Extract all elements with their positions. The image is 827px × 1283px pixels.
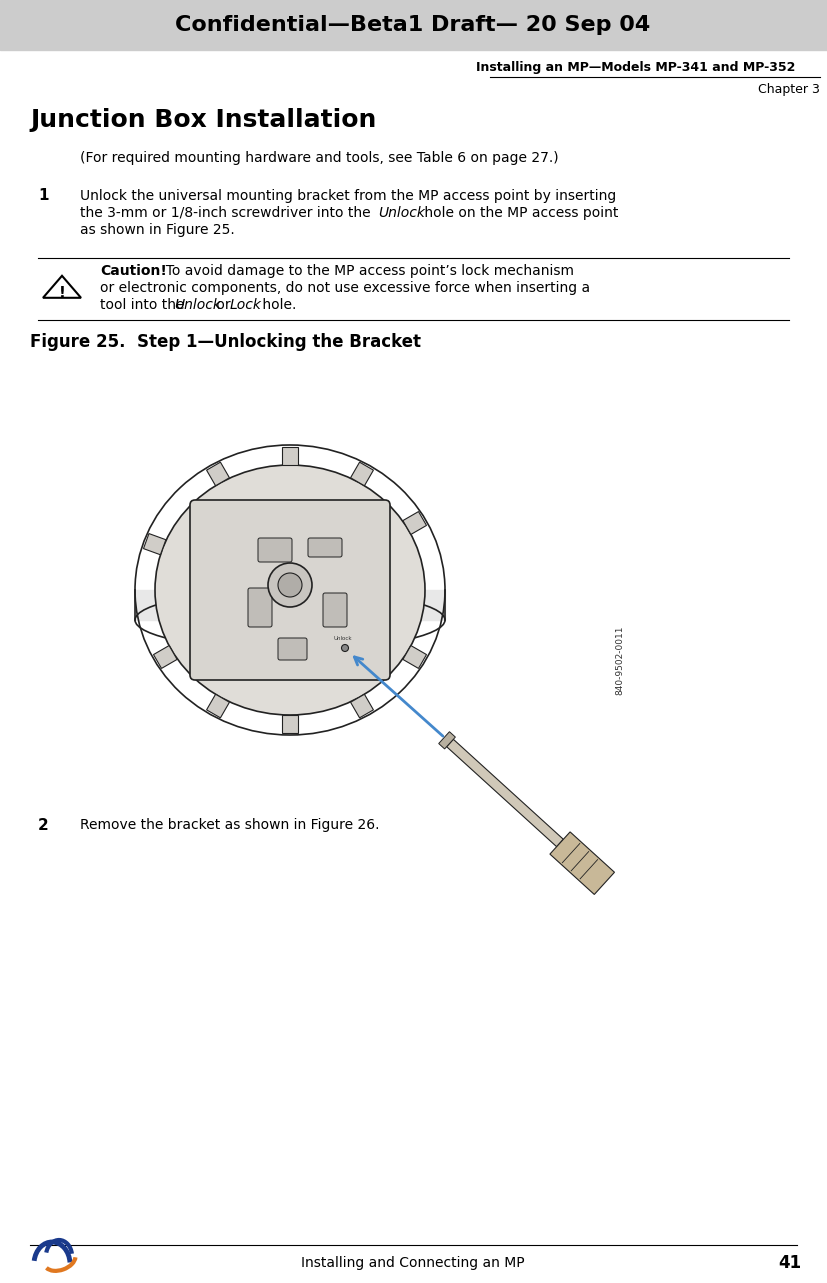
Polygon shape (447, 739, 563, 847)
Polygon shape (207, 462, 229, 486)
Bar (0, 0, 827, 50)
Ellipse shape (155, 464, 425, 715)
Circle shape (278, 574, 302, 597)
Polygon shape (282, 446, 298, 464)
FancyBboxPatch shape (258, 538, 292, 562)
FancyBboxPatch shape (190, 500, 390, 680)
Text: Figure 25.  Step 1—Unlocking the Bracket: Figure 25. Step 1—Unlocking the Bracket (30, 334, 421, 352)
Text: Confidential—Beta1 Draft— 20 Sep 04: Confidential—Beta1 Draft— 20 Sep 04 (175, 15, 651, 35)
Polygon shape (351, 462, 374, 486)
Text: or: or (212, 298, 235, 312)
Text: Unlock the universal mounting bracket from the MP access point by inserting: Unlock the universal mounting bracket fr… (80, 189, 616, 203)
FancyArrowPatch shape (355, 657, 443, 736)
Text: the 3-mm or 1/8-inch screwdriver into the: the 3-mm or 1/8-inch screwdriver into th… (80, 207, 375, 219)
Circle shape (342, 644, 348, 652)
Text: (For required mounting hardware and tools, see Table 6 on page 27.): (For required mounting hardware and tool… (80, 151, 558, 166)
Polygon shape (438, 731, 456, 749)
Polygon shape (403, 645, 427, 668)
Text: Unlock: Unlock (378, 207, 425, 219)
Polygon shape (154, 645, 177, 668)
Polygon shape (207, 694, 229, 718)
Polygon shape (403, 512, 427, 535)
Text: or electronic components, do not use excessive force when inserting a: or electronic components, do not use exc… (100, 281, 590, 295)
Text: Caution!: Caution! (100, 264, 167, 278)
Text: Remove the bracket as shown in Figure 26.: Remove the bracket as shown in Figure 26… (80, 819, 380, 831)
Polygon shape (144, 534, 166, 554)
Text: hole.: hole. (258, 298, 296, 312)
Text: !: ! (59, 286, 65, 302)
FancyBboxPatch shape (248, 588, 272, 627)
Text: Junction Box Installation: Junction Box Installation (30, 108, 376, 132)
Text: Installing an MP—Models MP-341 and MP-352: Installing an MP—Models MP-341 and MP-35… (476, 62, 795, 74)
Circle shape (268, 563, 312, 607)
Polygon shape (351, 694, 374, 718)
FancyBboxPatch shape (135, 590, 445, 620)
Text: To avoid damage to the MP access point’s lock mechanism: To avoid damage to the MP access point’s… (157, 264, 574, 278)
Text: 41: 41 (778, 1253, 801, 1271)
Text: hole on the MP access point: hole on the MP access point (420, 207, 619, 219)
FancyBboxPatch shape (323, 593, 347, 627)
Text: Unlock: Unlock (174, 298, 221, 312)
Text: tool into the: tool into the (100, 298, 189, 312)
Text: Installing and Connecting an MP: Installing and Connecting an MP (301, 1256, 525, 1270)
Polygon shape (550, 831, 614, 894)
Text: Lock: Lock (230, 298, 262, 312)
FancyBboxPatch shape (308, 538, 342, 557)
Text: 1: 1 (38, 189, 49, 204)
Text: as shown in Figure 25.: as shown in Figure 25. (80, 223, 235, 237)
Text: Unlock: Unlock (333, 635, 352, 640)
FancyBboxPatch shape (278, 638, 307, 659)
Text: 2: 2 (38, 817, 49, 833)
Text: 840-9502-0011: 840-9502-0011 (615, 625, 624, 695)
Text: Chapter 3: Chapter 3 (758, 83, 820, 96)
Polygon shape (282, 715, 298, 733)
